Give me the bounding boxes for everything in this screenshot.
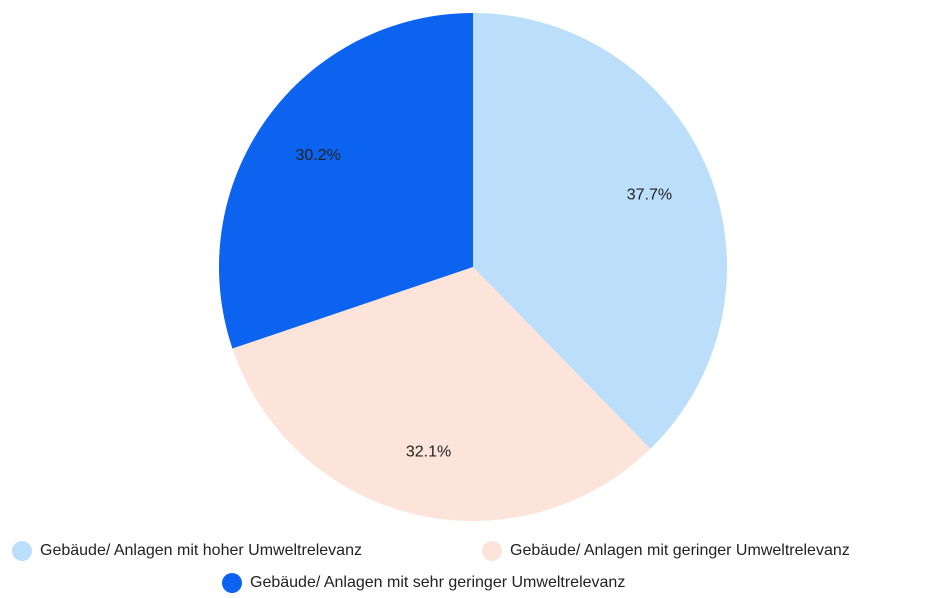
pie-slice [232,267,651,521]
data-label: 37.7% [627,186,672,203]
data-label: 32.1% [406,443,451,460]
legend-label: Gebäude/ Anlagen mit geringer Umweltrele… [510,542,850,559]
pie-slice [218,13,473,349]
pie-slice [473,13,728,449]
data-label: 30.2% [295,147,340,164]
legend-swatch [482,541,502,561]
legend-label: Gebäude/ Anlagen mit sehr geringer Umwel… [250,574,625,591]
legend-swatch [12,541,32,561]
legend-swatch [222,573,242,593]
legend-label: Gebäude/ Anlagen mit hoher Umweltrelevan… [40,542,362,559]
